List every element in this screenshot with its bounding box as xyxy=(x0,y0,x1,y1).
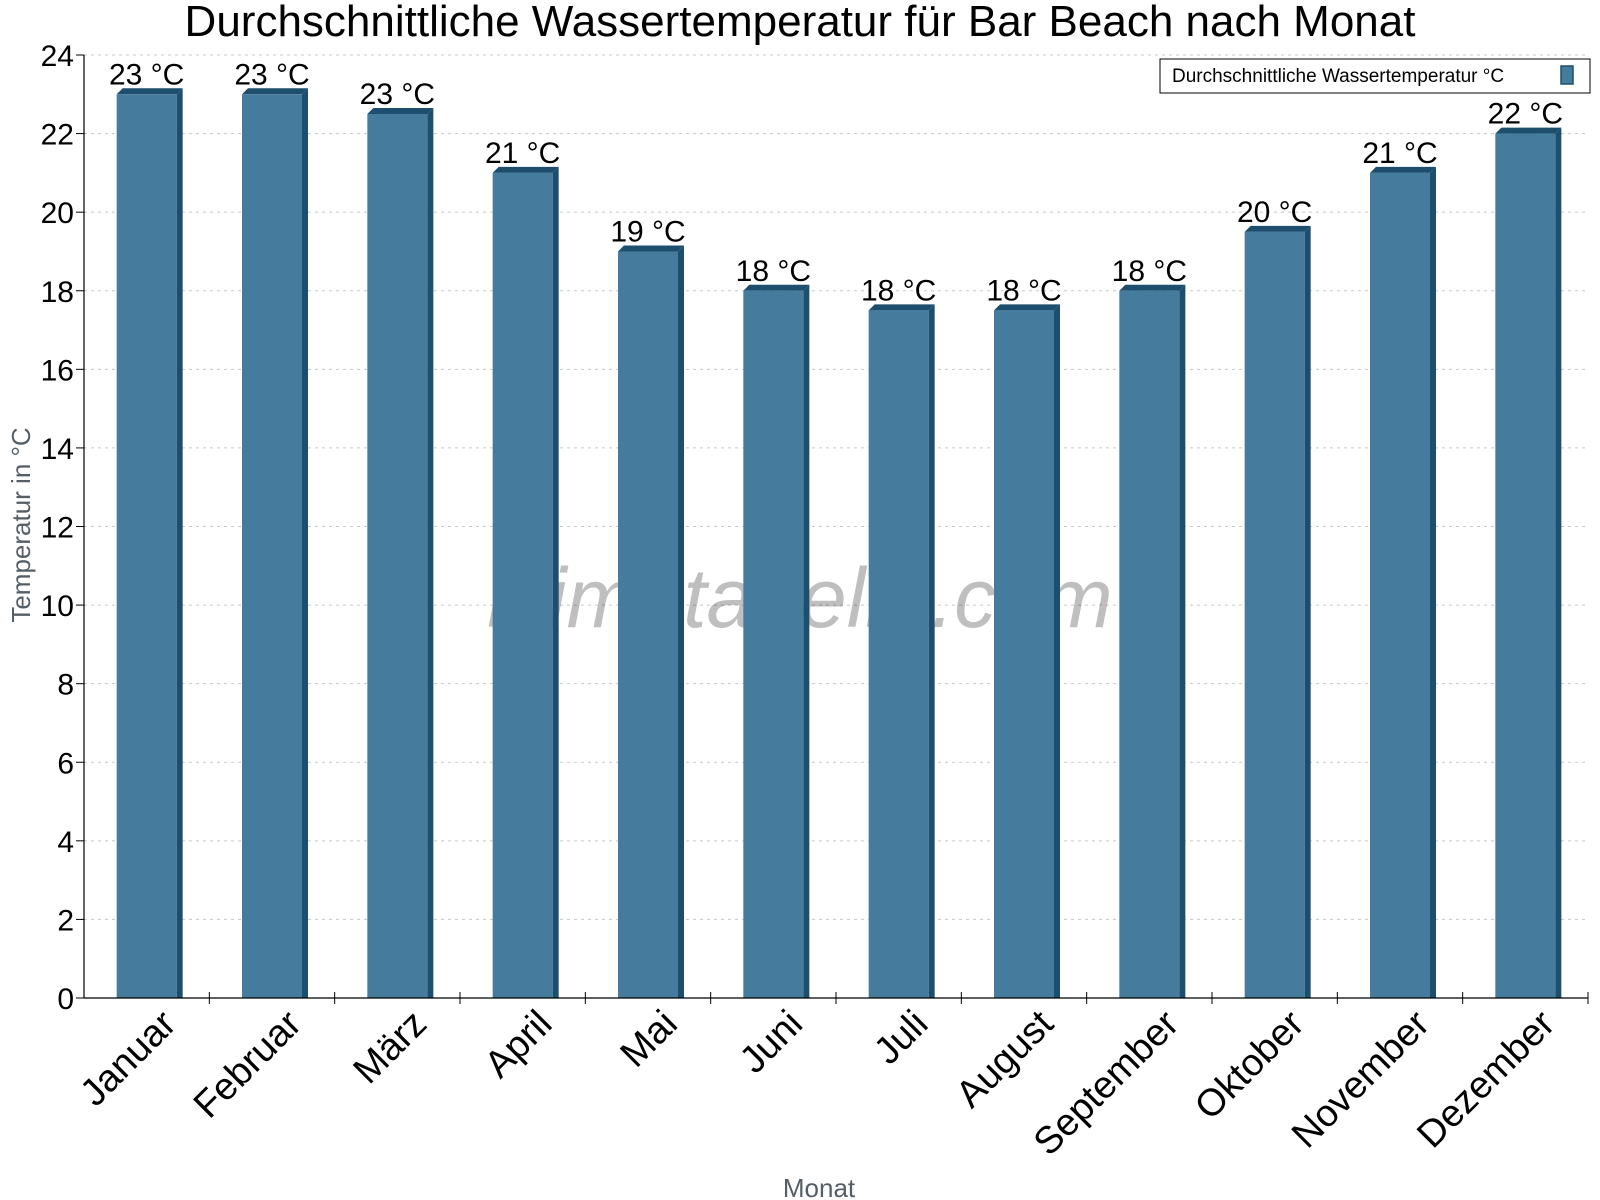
bar-side xyxy=(552,166,559,998)
bar-side xyxy=(427,107,434,998)
bar xyxy=(367,113,428,998)
bar xyxy=(492,172,553,998)
bar-top xyxy=(1370,166,1436,173)
y-tick-label: 24 xyxy=(41,40,74,73)
bar-side xyxy=(1304,225,1311,998)
bar-side xyxy=(928,304,935,998)
x-axis-title: Monat xyxy=(783,1173,856,1200)
y-tick-label: 18 xyxy=(41,276,74,309)
x-tick-label: Dezember xyxy=(1409,1002,1563,1156)
chart-title: Durchschnittliche Wassertemperatur für B… xyxy=(185,0,1416,46)
data-label: 20 °C xyxy=(1237,196,1312,229)
bars-group xyxy=(116,88,1562,999)
bar-februar xyxy=(242,88,308,998)
bar xyxy=(1370,172,1430,998)
x-tick-label: Juni xyxy=(732,1003,811,1082)
bar xyxy=(1495,133,1556,999)
bar-juni xyxy=(743,284,810,998)
data-labels: 23 °C 23 °C 23 °C 21 °C 19 °C 18 °C 18 °C 18 °C… xyxy=(109,58,1563,307)
data-label: 21 °C xyxy=(485,137,560,170)
y-tick-label: 0 xyxy=(57,983,74,1016)
y-tick-label: 22 xyxy=(41,119,74,152)
bar-side xyxy=(1555,127,1562,999)
data-label: 23 °C xyxy=(109,58,184,91)
bar xyxy=(1119,290,1180,998)
bar-side xyxy=(803,284,810,998)
y-tick-label: 6 xyxy=(57,747,74,780)
bar-top xyxy=(1244,225,1311,232)
bar-side xyxy=(678,245,684,999)
bar-september xyxy=(1119,284,1186,998)
y-tick-label: 4 xyxy=(57,826,74,859)
bar-top xyxy=(1119,284,1186,291)
data-label: 23 °C xyxy=(234,58,309,91)
bar-mai xyxy=(618,245,684,999)
bar-november xyxy=(1370,166,1436,998)
bar-top xyxy=(492,166,559,173)
data-label: 18 °C xyxy=(1112,255,1187,288)
bar-side xyxy=(1430,166,1436,998)
bar xyxy=(116,94,177,998)
bar-side xyxy=(1054,304,1060,998)
bar-side xyxy=(176,88,183,998)
bar-märz xyxy=(367,107,434,998)
data-label: 21 °C xyxy=(1362,137,1437,170)
x-tick-label: Oktober xyxy=(1187,1002,1313,1128)
bar xyxy=(618,251,678,999)
bar xyxy=(868,310,929,998)
legend-swatch xyxy=(1560,65,1574,85)
bar-top xyxy=(1495,127,1562,134)
x-tick-label: März xyxy=(346,1003,435,1092)
x-tick-label: Februar xyxy=(186,1002,310,1126)
bar-april xyxy=(492,166,559,998)
data-label: 23 °C xyxy=(360,78,435,111)
x-tick-label: August xyxy=(948,1002,1062,1116)
y-axis-title: Temperatur in °C xyxy=(6,427,36,622)
data-label: 22 °C xyxy=(1488,98,1563,131)
bar-top xyxy=(868,304,935,311)
bar xyxy=(1244,231,1305,998)
bar xyxy=(743,290,804,998)
bar-august xyxy=(994,304,1060,998)
bar-juli xyxy=(868,304,935,998)
legend: Durchschnittliche Wassertemperatur °C xyxy=(1159,58,1591,94)
y-tick-label: 20 xyxy=(41,197,74,230)
bar xyxy=(242,94,302,998)
bar xyxy=(994,310,1054,998)
x-tick-label: April xyxy=(477,1003,560,1086)
bar-top xyxy=(618,245,684,252)
y-tick-label: 8 xyxy=(57,669,74,702)
y-tick-label: 14 xyxy=(41,433,74,466)
y-tick-label: 10 xyxy=(41,590,74,623)
bar-januar xyxy=(116,88,183,998)
bar-dezember xyxy=(1495,127,1562,999)
bar-side xyxy=(302,88,308,998)
bar-side xyxy=(1179,284,1186,998)
y-tick-label: 16 xyxy=(41,354,74,387)
legend-box xyxy=(1159,58,1591,94)
data-label: 18 °C xyxy=(986,274,1061,307)
bar-top xyxy=(994,304,1060,311)
data-label: 18 °C xyxy=(736,255,811,288)
x-axis-ticks: Januar Februar März April Mai Juni Juli AugustS… xyxy=(72,992,1589,1164)
bar-top xyxy=(743,284,810,291)
x-tick-label: Juli xyxy=(866,1003,936,1073)
y-tick-label: 2 xyxy=(57,904,74,937)
y-tick-label: 12 xyxy=(41,512,74,545)
x-tick-label: Mai xyxy=(613,1003,686,1076)
x-tick-label: Januar xyxy=(72,1002,184,1114)
data-label: 18 °C xyxy=(861,274,936,307)
bar-oktober xyxy=(1244,225,1311,998)
bar-top xyxy=(116,88,183,95)
bar-top xyxy=(242,88,308,95)
data-label: 19 °C xyxy=(610,215,685,248)
gridlines xyxy=(84,54,1588,920)
bar-top xyxy=(367,107,434,114)
legend-label: Durchschnittliche Wassertemperatur °C xyxy=(1172,66,1504,87)
